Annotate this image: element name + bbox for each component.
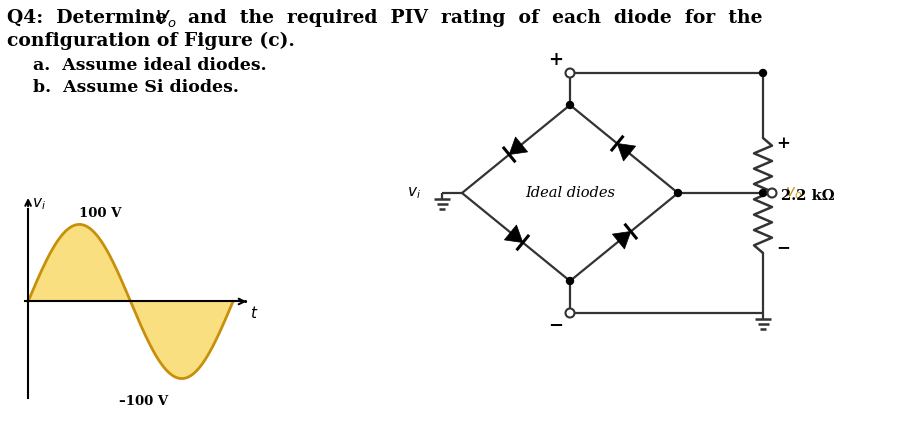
- Text: +: +: [548, 51, 564, 69]
- Text: $t$: $t$: [250, 304, 258, 320]
- Text: configuration of Figure (c).: configuration of Figure (c).: [7, 32, 294, 50]
- Circle shape: [767, 189, 776, 198]
- Text: −: −: [548, 317, 564, 335]
- Circle shape: [759, 190, 766, 197]
- Circle shape: [566, 278, 573, 284]
- Circle shape: [674, 190, 681, 197]
- Circle shape: [759, 69, 766, 77]
- Text: +: +: [776, 135, 790, 152]
- Text: 2.2 kΩ: 2.2 kΩ: [781, 189, 834, 202]
- Polygon shape: [617, 143, 636, 161]
- Circle shape: [565, 69, 574, 77]
- Text: Ideal diodes: Ideal diodes: [525, 186, 615, 200]
- Circle shape: [566, 101, 573, 109]
- Text: $v_o$: $v_o$: [785, 185, 802, 201]
- Polygon shape: [612, 231, 631, 249]
- Text: a.  Assume ideal diodes.: a. Assume ideal diodes.: [33, 57, 266, 74]
- Text: b.  Assume Si diodes.: b. Assume Si diodes.: [33, 79, 239, 96]
- Text: –100 V: –100 V: [120, 395, 169, 408]
- Text: $V_o$: $V_o$: [155, 9, 178, 30]
- Text: Q4:  Determine: Q4: Determine: [7, 9, 174, 27]
- Polygon shape: [505, 225, 523, 243]
- Text: 100 V: 100 V: [79, 207, 121, 220]
- Text: $v_i$: $v_i$: [32, 197, 46, 212]
- Polygon shape: [509, 137, 527, 154]
- Text: and  the  required  PIV  rating  of  each  diode  for  the: and the required PIV rating of each diod…: [175, 9, 763, 27]
- Text: −: −: [776, 239, 790, 256]
- Text: $v_i$: $v_i$: [407, 185, 421, 201]
- Circle shape: [565, 308, 574, 317]
